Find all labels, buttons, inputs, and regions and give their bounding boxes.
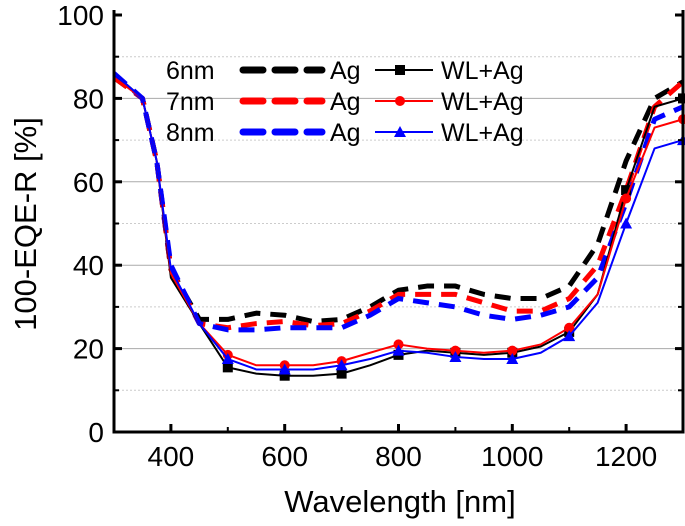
x-tick-label: 800 [375, 441, 422, 472]
legend-dashed-label: Ag [330, 88, 361, 116]
legend-solid-label: WL+Ag [441, 57, 524, 85]
legend: 6nm Ag WL+Ag 7nm Ag WL+Ag 8nm Ag WL+Ag [166, 57, 524, 147]
y-tick-label: 40 [73, 250, 104, 281]
x-axis-label: Wavelength [nm] [284, 484, 515, 519]
data-point [335, 359, 348, 371]
y-tick-label: 80 [73, 83, 104, 114]
y-tick-label: 0 [88, 417, 104, 448]
series-line-8nm-wl-ag [113, 72, 684, 371]
data-point [620, 217, 633, 229]
legend-marker [394, 126, 406, 137]
legend-solid-label: WL+Ag [441, 119, 524, 147]
data-point [563, 330, 576, 342]
legend-marker [395, 65, 405, 75]
data-point [392, 344, 405, 356]
x-tick-label: 600 [261, 441, 308, 472]
x-tick-label: 400 [148, 441, 195, 472]
data-point [507, 345, 518, 356]
y-tick-label: 60 [73, 167, 104, 198]
y-axis-label: 100-EQE-R [%] [8, 117, 43, 331]
data-point [450, 345, 461, 356]
axes: 0 20 40 60 80 100 400 600 800 1000 1200 [57, 0, 685, 472]
y-tick-label: 100 [57, 0, 104, 31]
data-point [278, 363, 291, 375]
legend-thickness-label: 6nm [166, 57, 215, 85]
series-layer [112, 71, 685, 381]
data-point [621, 185, 632, 196]
data-point [222, 362, 233, 373]
data-point [449, 350, 462, 362]
x-tick-label: 1200 [595, 441, 657, 472]
data-point [279, 370, 290, 381]
legend-solid-label: WL+Ag [441, 88, 524, 116]
grid [114, 56, 683, 391]
legend-dashed-label: Ag [330, 119, 361, 147]
data-point [336, 368, 347, 379]
legend-dashed-label: Ag [330, 57, 361, 85]
data-point [506, 353, 519, 365]
data-point [621, 193, 632, 204]
data-point [564, 322, 575, 333]
data-point [393, 339, 404, 350]
series-line-6nm-wl-ag [113, 72, 684, 377]
legend-thickness-label: 8nm [166, 119, 215, 147]
legend-marker [395, 96, 405, 106]
legend-thickness-label: 7nm [166, 88, 215, 116]
data-point [221, 353, 234, 365]
x-tick-label: 1000 [481, 441, 543, 472]
y-tick-label: 20 [73, 334, 104, 365]
